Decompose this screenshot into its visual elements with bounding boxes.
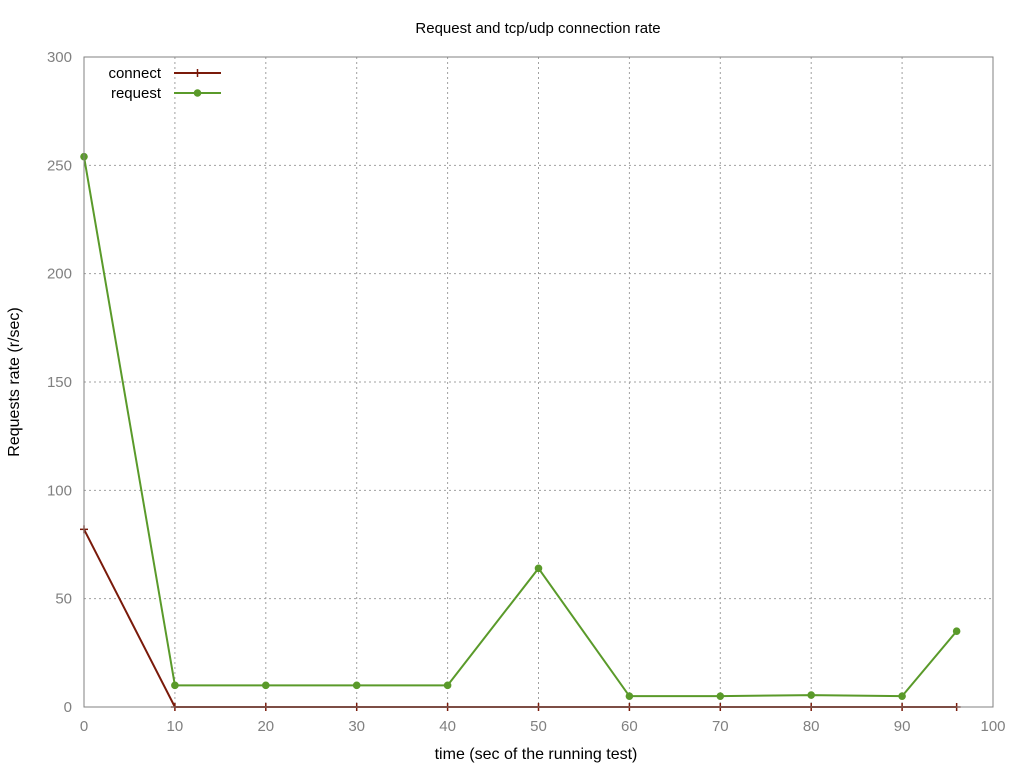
y-tick-label: 150 (47, 374, 72, 391)
data-point-request (534, 564, 543, 573)
data-point-request (716, 692, 725, 700)
series-line-request (83, 156, 958, 698)
y-tick-label: 200 (47, 266, 72, 283)
x-tick-label: 10 (167, 718, 184, 735)
series-line-connect (83, 528, 957, 708)
grid-layer (84, 57, 993, 707)
x-tick-label: 60 (621, 718, 638, 735)
legend-marker-connect (193, 69, 202, 77)
data-point-request (625, 692, 634, 700)
x-tick-label: 80 (803, 718, 820, 735)
x-tick-label: 20 (257, 718, 274, 735)
series-request (80, 152, 961, 700)
data-point-request (807, 691, 816, 699)
data-point-request (352, 681, 361, 690)
data-point-request (171, 681, 179, 690)
data-point-request (443, 681, 452, 690)
x-tick-label: 90 (894, 718, 911, 735)
series-layer (80, 152, 961, 711)
x-tick-label: 40 (439, 718, 456, 735)
y-axis-label: Requests rate (r/sec) (6, 307, 23, 456)
legend-item-connect: connect (108, 65, 221, 82)
y-tick-label: 250 (47, 157, 72, 174)
x-tick-label: 30 (348, 718, 365, 735)
legend-label-request: request (111, 85, 162, 102)
plot-frame (83, 56, 994, 708)
legend: connect request (108, 65, 221, 102)
data-point-request (952, 627, 961, 635)
legend-marker-request (193, 89, 202, 97)
x-tick-label: 0 (80, 718, 88, 735)
legend-item-request: request (111, 85, 221, 102)
data-point-request (898, 692, 906, 700)
y-tick-label: 50 (55, 591, 72, 608)
x-tick-label: 70 (712, 718, 729, 735)
series-connect (80, 525, 961, 711)
y-tick-label: 300 (47, 49, 72, 66)
chart-title: Request and tcp/udp connection rate (415, 20, 660, 37)
ticks-layer: 0 10 20 30 40 50 60 70 80 90 100 0 50 100 150 200 250 300 (47, 49, 1006, 735)
x-tick-label: 100 (980, 718, 1005, 735)
data-point-request (262, 681, 270, 690)
x-tick-label: 50 (530, 718, 547, 735)
legend-label-connect: connect (108, 65, 161, 82)
x-axis-label: time (sec of the running test) (435, 746, 638, 763)
y-tick-label: 100 (47, 482, 72, 499)
y-tick-label: 0 (64, 699, 72, 716)
